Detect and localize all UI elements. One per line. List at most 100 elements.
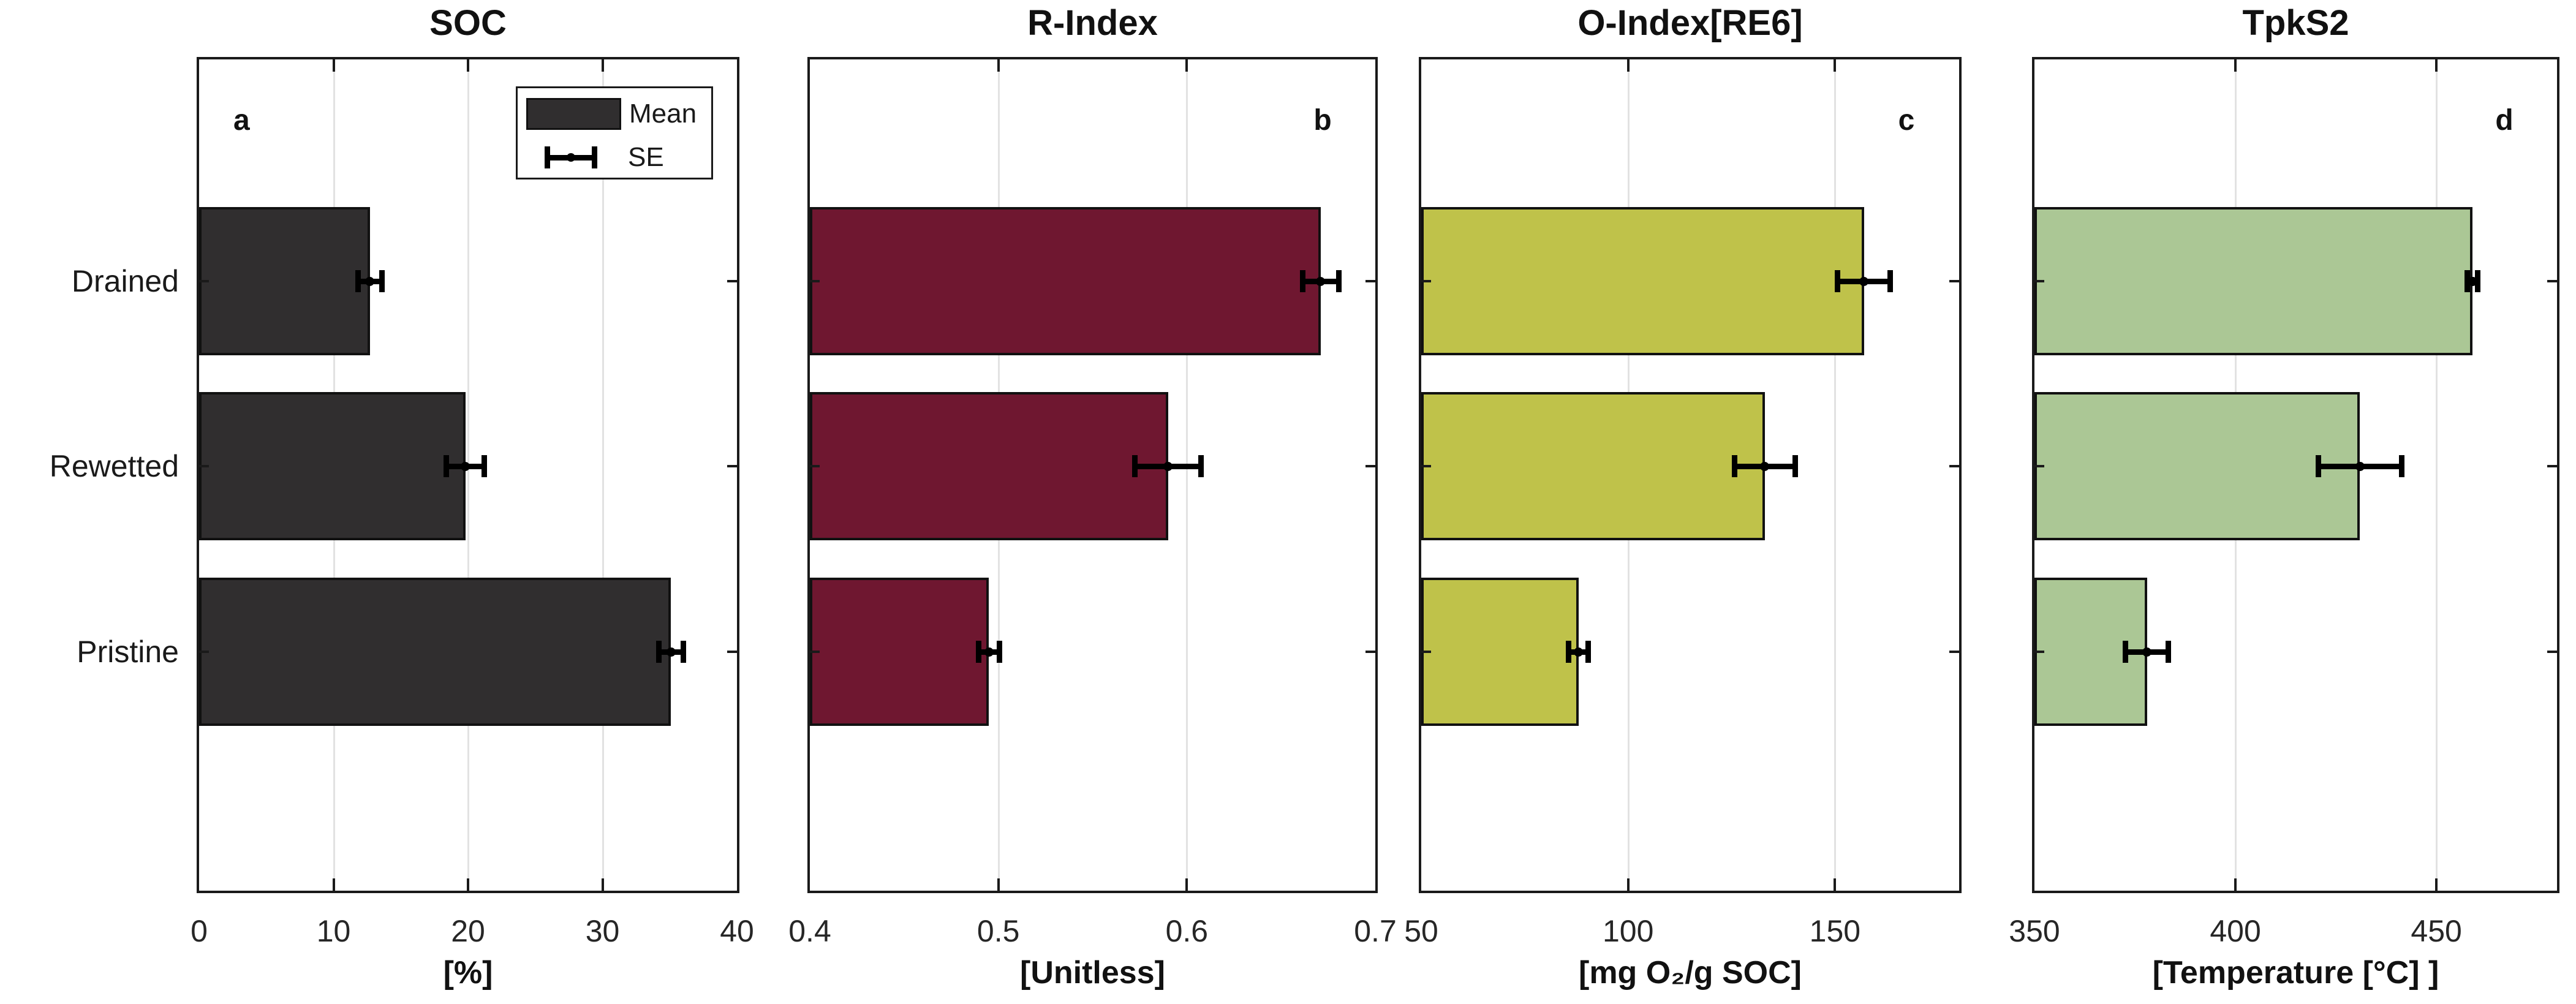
category-label: Drained <box>71 264 179 298</box>
error-bar <box>1299 270 1342 292</box>
x-tick <box>333 878 335 891</box>
legend-mean-swatch <box>526 98 621 130</box>
y-tick <box>199 465 209 467</box>
x-tick <box>1185 878 1188 891</box>
error-bar-cap-left <box>1132 455 1138 477</box>
panel-letter: b <box>1313 104 1332 137</box>
legend-se-dot <box>567 153 575 162</box>
y-tick <box>810 651 820 653</box>
error-bar <box>1566 641 1591 663</box>
x-tick <box>2234 59 2237 72</box>
error-bar-cap-left <box>2465 270 2471 292</box>
y-tick <box>2034 465 2044 467</box>
plot-panel-d <box>2032 57 2559 893</box>
y-tick <box>810 465 820 467</box>
error-bar-dot <box>1859 276 1869 286</box>
error-bar-cap-right <box>2475 270 2481 292</box>
error-bar-dot <box>1163 461 1173 471</box>
x-tick <box>602 878 604 891</box>
error-bar-cap-right <box>379 270 385 292</box>
y-tick <box>2547 651 2557 653</box>
x-tick-label: 50 <box>1404 914 1438 948</box>
error-bar-cap-left <box>1566 641 1572 663</box>
error-bar-dot <box>365 276 375 286</box>
x-tick <box>2435 878 2438 891</box>
error-bar-cap-right <box>1792 455 1798 477</box>
x-tick <box>997 878 1000 891</box>
legend-se-label: SE <box>628 142 664 172</box>
y-tick <box>1949 465 1959 467</box>
bar-rewetted <box>1421 392 1765 540</box>
error-bar <box>656 641 686 663</box>
x-tick-label: 30 <box>585 914 620 948</box>
category-label: Rewetted <box>49 449 179 483</box>
error-bar-cap-right <box>1585 641 1591 663</box>
error-bar-cap-right <box>680 641 686 663</box>
y-tick <box>1421 465 1431 467</box>
error-bar-dot <box>984 647 994 657</box>
axis-title: SOC <box>429 3 507 43</box>
y-tick <box>1949 280 1959 282</box>
x-tick-label: 0.4 <box>788 914 831 948</box>
x-tick-label: 0.7 <box>1354 914 1397 948</box>
category-label: Pristine <box>77 635 179 669</box>
x-tick-label: 0.6 <box>1165 914 1209 948</box>
y-tick <box>1421 651 1431 653</box>
gridline <box>467 59 469 891</box>
error-bar <box>1731 455 1798 477</box>
y-tick <box>2034 280 2044 282</box>
y-tick <box>199 651 209 653</box>
y-tick <box>727 651 737 653</box>
x-tick <box>1834 878 1836 891</box>
y-tick <box>1365 651 1375 653</box>
axis-title: TpkS2 <box>2242 3 2349 43</box>
error-bar-dot <box>2468 276 2477 286</box>
error-bar-cap-left <box>444 455 450 477</box>
error-bar-dot <box>1574 647 1584 657</box>
error-bar-cap-right <box>2166 641 2172 663</box>
error-bar <box>2123 641 2172 663</box>
x-tick <box>1627 878 1630 891</box>
x-tick-label: 0 <box>191 914 208 948</box>
x-tick-label: 40 <box>720 914 754 948</box>
x-tick-label: 400 <box>2210 914 2261 948</box>
x-tick-label: 10 <box>316 914 351 948</box>
error-bar-cap-right <box>1887 270 1893 292</box>
error-bar-cap-left <box>2123 641 2129 663</box>
x-tick <box>2435 59 2438 72</box>
panel-letter: d <box>2495 104 2514 137</box>
error-bar <box>1835 270 1893 292</box>
error-bar <box>2465 270 2481 292</box>
x-tick <box>333 59 335 72</box>
x-tick-label: 450 <box>2411 914 2462 948</box>
gridline <box>602 59 604 891</box>
error-bar-dot <box>2355 461 2365 471</box>
error-bar-dot <box>461 461 470 471</box>
gridline <box>1186 59 1188 891</box>
error-bar <box>1132 455 1204 477</box>
error-bar <box>355 270 385 292</box>
error-bar-dot <box>666 647 676 657</box>
gridline <box>1834 59 1836 891</box>
x-axis-label: [mg O₂/g SOC] <box>1579 955 1802 991</box>
y-tick <box>199 280 209 282</box>
error-bar-cap-right <box>996 641 1002 663</box>
x-tick-label: 150 <box>1809 914 1861 948</box>
x-tick-label: 20 <box>451 914 485 948</box>
y-tick <box>810 280 820 282</box>
x-tick <box>467 59 469 72</box>
bar-drained <box>199 207 370 355</box>
error-bar-cap-left <box>975 641 981 663</box>
error-bar <box>444 455 487 477</box>
error-bar-cap-right <box>1335 270 1342 292</box>
bar-pristine <box>199 578 671 726</box>
error-bar-cap-right <box>1198 455 1204 477</box>
x-tick <box>1834 59 1836 72</box>
bar-drained <box>2034 207 2472 355</box>
panel-letter: a <box>233 104 250 137</box>
plot-panel-c <box>1419 57 1962 893</box>
error-bar-dot <box>1760 461 1770 471</box>
y-tick <box>2547 280 2557 282</box>
legend: Mean SE <box>516 86 713 179</box>
x-tick-label: 0.5 <box>976 914 1020 948</box>
